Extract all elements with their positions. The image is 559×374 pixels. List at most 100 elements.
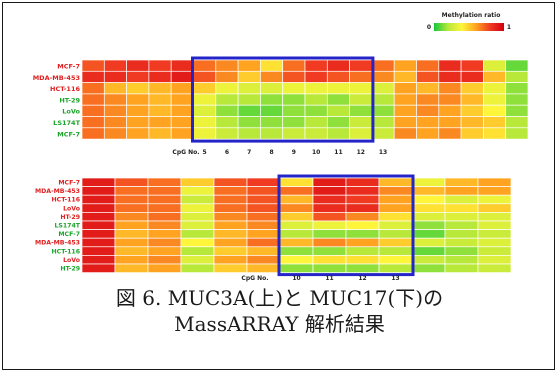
panel2-heatmap-cell (213, 203, 248, 213)
panel2-heatmap-cell (114, 194, 149, 205)
panel2-heatmap-cell (147, 194, 182, 205)
panel1-cpg-tick-label: 7 (247, 149, 251, 156)
panel2-heatmap-cell (279, 237, 314, 248)
panel2-heatmap-cell (213, 186, 248, 196)
panel1-heatmap-cell (282, 82, 306, 95)
panel2-heatmap-cell (180, 212, 215, 222)
panel1-heatmap-cell (282, 104, 306, 117)
panel2-heatmap-cell (477, 203, 512, 213)
panel1-heatmap-cell (349, 116, 373, 129)
panel2-cpg-tick-label: 10 (292, 275, 300, 282)
figure-frame: Methylation ratio 0 1 MCF-7 MDA-MB-453 HCT-11… (2, 2, 555, 370)
panel2-heatmap-cell (114, 212, 149, 222)
panel2-heatmap-cell (180, 255, 215, 265)
panel1-heatmap-cell (438, 70, 462, 83)
panel1-heatmap-cell (282, 93, 306, 106)
panel2-heatmap-cell (312, 177, 347, 187)
panel2-cpg-tick-label: 12 (358, 275, 366, 282)
panel2-heatmap-cell (180, 229, 215, 239)
panel2-heatmap-cell (345, 186, 380, 196)
panel1-heatmap-cell (148, 116, 172, 129)
panel2-heatmap-cell (312, 203, 347, 213)
panel2-heatmap-cell (345, 220, 380, 230)
panel1-heatmap-cell (483, 59, 507, 72)
panel2-heatmap-cell (378, 194, 413, 205)
panel2-heatmap-cell (81, 263, 116, 273)
panel1-heatmap-cell (170, 116, 194, 129)
panel2-heatmap-cell (378, 186, 413, 196)
panel2-heatmap-cell (180, 263, 215, 273)
panel2-heatmap-cell (444, 194, 479, 205)
panel2-heatmap-cell (411, 255, 446, 265)
panel2-cpg-tick-label: 11 (325, 275, 333, 282)
panel2-heatmap-cell (246, 229, 281, 239)
panel2-row-label: MCF-7 (58, 231, 80, 238)
panel1-heatmap-cell (237, 70, 261, 83)
panel1-heatmap-cell (126, 116, 150, 129)
panel2-heatmap-cell (147, 263, 182, 273)
panel1-heatmap-cell (304, 93, 328, 106)
panel2-heatmap-cell (246, 237, 281, 248)
panel1-heatmap-cell (126, 93, 150, 106)
panel1-heatmap-cell (349, 127, 373, 140)
panel2-heatmap-cell (345, 203, 380, 213)
panel2-heatmap-cell (477, 229, 512, 239)
panel1-row-label: HCT-116 (50, 85, 80, 93)
panel2-heatmap-cell (147, 246, 182, 256)
panel2-heatmap-cell (312, 212, 347, 222)
panel2-heatmap-cell (81, 186, 116, 196)
panel2-heatmap-cell (180, 246, 215, 256)
panel1-heatmap-cell (326, 70, 350, 83)
panel1-heatmap-cell (81, 127, 105, 140)
panel1-heatmap-cell (193, 127, 217, 140)
panel1-cpg-tick-label: 6 (225, 149, 229, 156)
panel1-row-label: MCF-7 (57, 62, 80, 70)
panel2-heatmap-cell (147, 177, 182, 187)
panel2-heatmap-cell (246, 263, 281, 273)
panel2-heatmap-cell (147, 229, 182, 239)
panel2-heatmap-cell (180, 194, 215, 205)
panel1-heatmap-cell (349, 59, 373, 72)
panel1-heatmap-cell (260, 93, 284, 106)
panel2-heatmap-cell (312, 186, 347, 196)
panel1-heatmap-cell (438, 116, 462, 129)
panel1-heatmap-cell (304, 59, 328, 72)
panel1-heatmap-cell (416, 127, 440, 140)
panel1-heatmap-cell (126, 127, 150, 140)
panel1-heatmap-cell (460, 70, 484, 83)
panel2-heatmap-cell (279, 229, 314, 239)
panel2-heatmap-cell (345, 229, 380, 239)
panel1-heatmap-cell (393, 82, 417, 95)
figure-caption: 図 6. MUC3A(上)と MUC17(下)の MassARRAY 解析結果 (3, 285, 556, 337)
panel2-heatmap-cell (246, 177, 281, 187)
panel2-heatmap-cell (81, 177, 116, 187)
panel1-heatmap-cell (148, 104, 172, 117)
panel1-heatmap-cell (260, 116, 284, 129)
panel1-heatmap-cell (126, 104, 150, 117)
panel1-cpg-tick-label: 8 (269, 149, 273, 156)
panel2-cpg-tick-label: 13 (391, 275, 399, 282)
panel1-heatmap-cell (282, 116, 306, 129)
panel2-row-label: HCT-116 (51, 197, 80, 204)
panel1-heatmap-cell (237, 82, 261, 95)
panel2-heatmap-cell (147, 237, 182, 248)
panel1-cpg-tick-label: 13 (379, 149, 387, 156)
panel2-heatmap-cell (477, 194, 512, 205)
panel1-heatmap-cell (237, 116, 261, 129)
panel1-heatmap-cell (371, 59, 395, 72)
panel2-heatmap-cell (180, 177, 215, 187)
panel1-heatmap-cell (371, 93, 395, 106)
panel2-heatmap-cell (147, 186, 182, 196)
panel2-heatmap-cell (213, 246, 248, 256)
panel1-heatmap-cell (371, 82, 395, 95)
panel1-heatmap-cell (371, 104, 395, 117)
panel1-heatmap-cell (126, 59, 150, 72)
panel1-heatmap-cell (215, 127, 239, 140)
panel1-heatmap-cell (215, 59, 239, 72)
panel2-heatmap-cell (279, 194, 314, 205)
panel1-heatmap-cell (304, 116, 328, 129)
panel2-heatmap-cell (477, 177, 512, 187)
panel1-high-methylation-region-box (191, 56, 375, 143)
panel1-heatmap-cell (304, 70, 328, 83)
